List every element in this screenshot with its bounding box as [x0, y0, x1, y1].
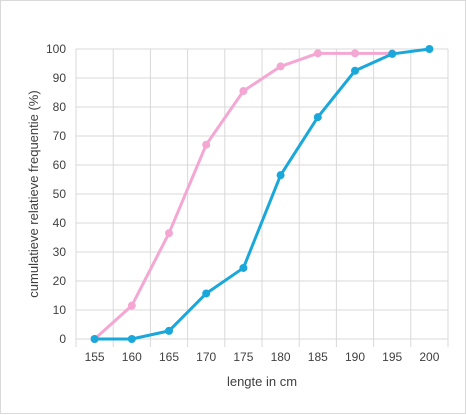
x-axis-title: lengte in cm — [227, 374, 297, 389]
data-point — [388, 49, 397, 58]
data-point — [425, 45, 434, 53]
x-tick-label: 185 — [308, 350, 328, 364]
data-point — [127, 335, 136, 343]
y-tick-label: 20 — [53, 274, 67, 288]
series-line-2 — [94, 47, 430, 341]
x-tick-label: 155 — [85, 350, 105, 364]
data-point — [127, 301, 136, 310]
data-point — [202, 289, 211, 298]
y-axis-ticks: 0 10 20 30 40 50 60 70 80 90 100 — [46, 42, 66, 346]
y-tick-label: 80 — [53, 100, 67, 114]
x-tick-label: 170 — [196, 350, 216, 364]
x-tick-label: 165 — [159, 350, 179, 364]
y-tick-label: 10 — [53, 303, 67, 317]
data-point — [165, 326, 173, 335]
x-tick-label: 190 — [345, 350, 365, 364]
x-tick-label: 200 — [419, 350, 439, 364]
y-tick-label: 50 — [53, 187, 67, 201]
data-point — [90, 335, 99, 343]
y-tick-label: 0 — [59, 332, 66, 346]
data-point — [276, 62, 285, 71]
data-point — [351, 49, 359, 58]
x-axis-ticks: 155 160 165 170 175 180 185 190 195 200 — [85, 350, 440, 364]
data-point — [239, 263, 248, 272]
x-tick-label: 195 — [382, 350, 402, 364]
x-tick-label: 180 — [271, 350, 291, 364]
series-line-1 — [93, 51, 393, 341]
data-point — [313, 113, 322, 122]
x-tick-label: 175 — [233, 350, 253, 364]
data-point — [239, 87, 248, 96]
data-point — [202, 140, 211, 149]
data-point — [351, 66, 359, 75]
y-tick-label: 90 — [53, 71, 67, 85]
series-layer — [90, 45, 434, 343]
y-tick-label: 30 — [53, 245, 67, 259]
data-point — [313, 49, 322, 58]
data-point — [165, 229, 173, 238]
y-tick-label: 40 — [53, 216, 67, 230]
data-point — [276, 171, 285, 180]
gridlines — [75, 48, 449, 347]
y-tick-label: 70 — [53, 129, 67, 143]
x-tick-label: 160 — [122, 350, 142, 364]
y-tick-label: 100 — [46, 42, 66, 56]
y-tick-label: 60 — [53, 158, 67, 172]
y-axis-title: cumulatieve relatieve frequentie (%) — [26, 90, 41, 297]
